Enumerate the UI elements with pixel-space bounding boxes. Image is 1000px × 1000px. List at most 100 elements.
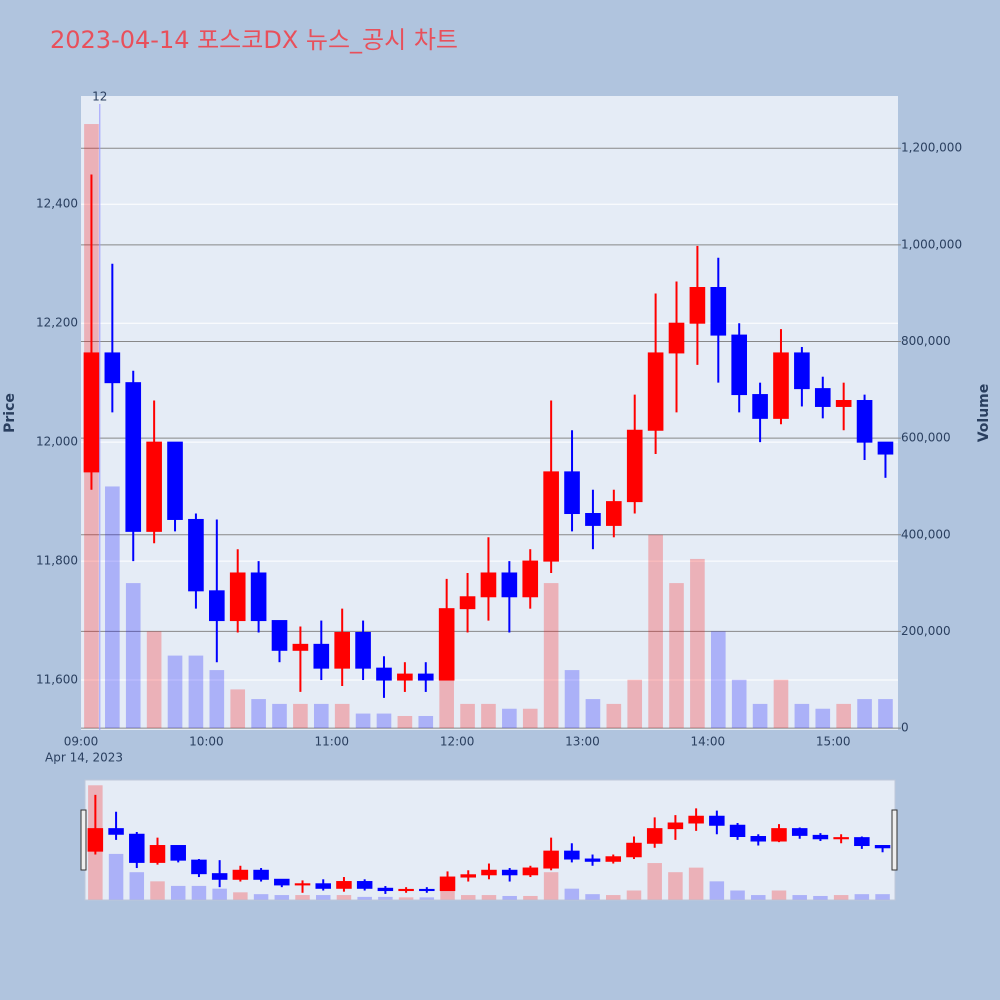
slider-candle-body <box>87 828 104 852</box>
slider-volume-bar <box>792 895 807 900</box>
candle-body <box>438 608 455 681</box>
candle-body <box>606 501 622 526</box>
candle-body <box>814 388 831 407</box>
slider-candle-body <box>211 873 228 880</box>
slider-volume-bar <box>108 853 124 900</box>
slider-volume-bar <box>191 885 207 900</box>
volume-bar <box>251 699 266 729</box>
slider-candle-body <box>398 888 414 892</box>
candle-body <box>522 560 539 598</box>
slider-candle-body <box>688 815 704 824</box>
slider-volume-bar <box>502 895 517 900</box>
slider-volume-bar <box>378 896 393 900</box>
slider-volume-bar <box>460 895 476 900</box>
candle-body <box>209 590 225 622</box>
x-tick-label: 09:00 <box>64 735 99 749</box>
slider-candle-body <box>232 869 249 880</box>
volume-bar <box>293 703 308 729</box>
volume-bar <box>585 699 601 729</box>
slider-volume-bar <box>626 890 642 900</box>
volume-bar <box>230 689 246 729</box>
slider-candle-body <box>626 842 642 858</box>
slider-candle-body <box>833 837 849 840</box>
range-handle[interactable] <box>80 809 87 871</box>
slider-volume-bar <box>730 890 745 900</box>
slider-volume-bar <box>709 881 725 900</box>
slider-volume-bar <box>398 897 414 900</box>
y2-tick-label: 400,000 <box>901 527 951 541</box>
slider-candle-body <box>129 833 145 863</box>
slider-volume-bar <box>564 888 580 900</box>
slider-candle-body <box>854 837 870 847</box>
candle-body <box>710 287 727 336</box>
slider-volume-bar <box>357 896 372 900</box>
candle-body <box>188 518 204 592</box>
candle-body <box>856 400 873 443</box>
slider-volume-bar <box>233 892 248 900</box>
candle-body <box>313 643 330 669</box>
slider-candle-body <box>605 856 622 862</box>
slider-candle-body <box>377 887 394 892</box>
volume-bar <box>669 583 684 729</box>
slider-candle-body <box>771 828 787 842</box>
volume-bar <box>439 670 454 729</box>
volume-bar <box>313 703 329 729</box>
slider-candle-body <box>315 883 331 889</box>
candle-body <box>626 429 643 503</box>
candle-body <box>417 673 434 681</box>
slider-candle-body <box>750 836 767 842</box>
y2-tick-label: 1,000,000 <box>901 237 962 251</box>
candle-body <box>752 394 768 419</box>
slider-volume-bar <box>813 895 828 900</box>
candle-body <box>355 631 371 669</box>
range-handle[interactable] <box>891 809 898 871</box>
volume-bar <box>648 534 663 729</box>
y-tick-label: 11,800 <box>36 554 78 568</box>
volume-bar <box>146 631 162 729</box>
candle-body <box>773 352 789 419</box>
slider-volume-bar <box>253 894 269 900</box>
slider-candle-body <box>253 869 269 880</box>
slider-candle-body <box>667 822 684 830</box>
volume-bar <box>167 655 183 729</box>
candle-body <box>397 673 413 681</box>
candle-body <box>125 382 142 532</box>
volume-bar <box>543 583 559 729</box>
x-date-label: Apr 14, 2023 <box>45 751 123 765</box>
slider-candle-body <box>791 828 808 836</box>
candle-body <box>480 572 497 598</box>
slider-volume-bar <box>585 894 600 900</box>
slider-volume-bar <box>523 895 538 900</box>
candle-body <box>167 441 183 520</box>
x-tick-label: 14:00 <box>691 735 726 749</box>
volume-bar <box>878 699 893 729</box>
volume-bar <box>564 670 580 729</box>
volume-bar <box>522 708 538 729</box>
y-tick-label: 12,000 <box>36 435 78 449</box>
slider-volume-bar <box>833 895 849 900</box>
y2-axis-title: Volume <box>976 384 992 443</box>
x-tick-label: 15:00 <box>816 735 851 749</box>
slider-volume-bar <box>543 872 559 900</box>
slider-volume-bar <box>129 872 145 900</box>
x-tick-label: 13:00 <box>565 735 600 749</box>
volume-bar <box>627 679 643 729</box>
candle-body <box>794 352 810 390</box>
volume-bar <box>397 715 413 729</box>
x-tick-label: 10:00 <box>189 735 224 749</box>
slider-volume-bar <box>771 890 787 900</box>
slider-candle-body <box>191 859 207 875</box>
volume-bar <box>731 679 747 729</box>
slider-volume-bar <box>688 867 704 900</box>
volume-bar <box>836 703 851 729</box>
y-tick-label: 11,600 <box>36 673 78 687</box>
slider-volume-bar <box>751 895 766 900</box>
candle-body <box>104 352 121 384</box>
slider-candle-body <box>274 878 290 886</box>
slider-volume-bar <box>170 885 186 900</box>
slider-volume-bar <box>854 894 870 900</box>
volume-bar <box>272 703 287 729</box>
volume-bar <box>690 558 705 729</box>
volume-bar <box>355 713 371 729</box>
y2-tick-label: 0 <box>901 721 909 735</box>
